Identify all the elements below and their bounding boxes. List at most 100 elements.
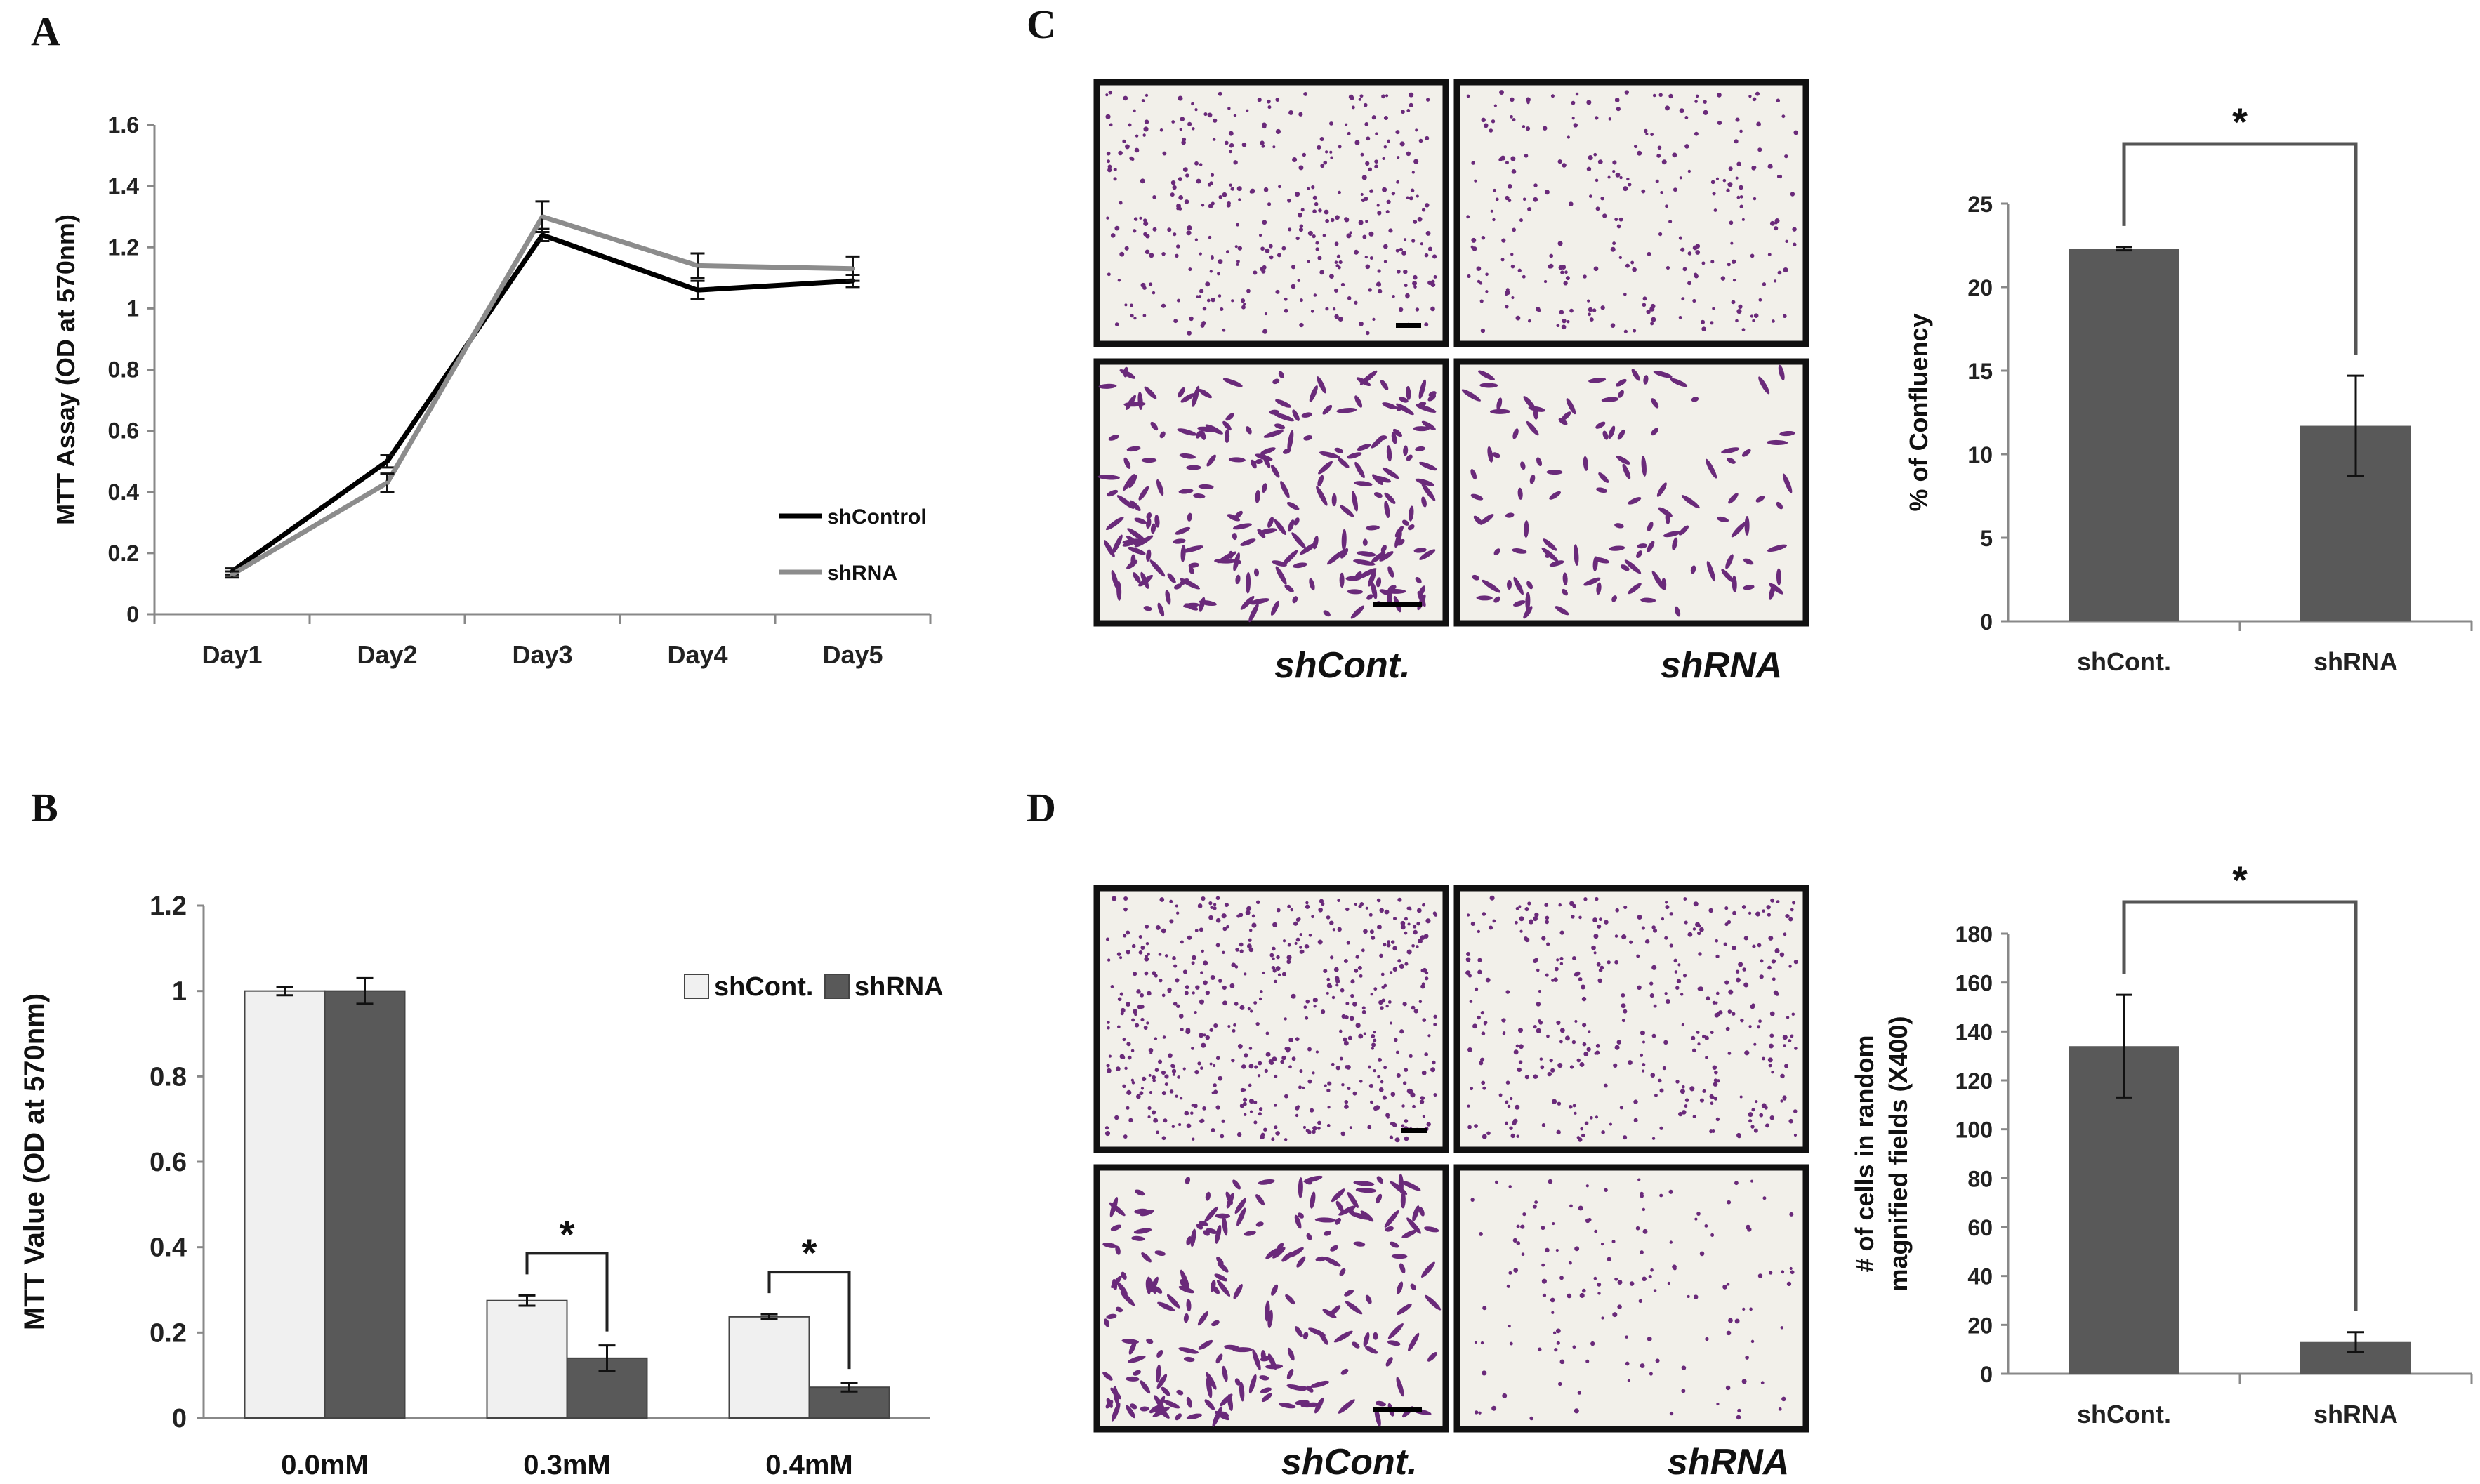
cell [1736,195,1741,199]
cell [1510,1133,1515,1139]
cell [1233,114,1237,117]
cell [1770,898,1775,903]
cell [1519,929,1523,933]
cell [1145,249,1150,255]
cell [1347,589,1364,595]
cell [1180,393,1195,403]
cell [1774,220,1778,225]
cell [1776,568,1781,585]
cell [1661,159,1667,165]
cell [1477,370,1495,380]
cell [1173,232,1177,237]
cell [1314,1397,1324,1414]
cell [1211,297,1215,303]
cell [1392,967,1398,972]
cell [1329,920,1334,925]
cell [1197,426,1218,432]
cell [1593,266,1599,272]
b-y-axis-label: MTT Value (OD at 570nm) [19,993,50,1330]
cell [1790,192,1795,197]
cell [1694,1217,1698,1221]
cell [1234,1378,1241,1386]
cell [1324,209,1329,215]
cell [1222,1214,1228,1236]
cell [1113,177,1117,181]
a-point [850,266,855,271]
cell [1649,1372,1653,1376]
cell [1146,1021,1149,1025]
cell [1236,223,1240,227]
cell [1294,941,1298,946]
cell [1284,584,1294,592]
cell [1564,1035,1570,1041]
cell [1344,1100,1349,1104]
cell [1175,978,1180,983]
cell [1571,956,1576,960]
cell [1182,969,1188,974]
a-y-tick-label: 0 [126,602,139,627]
cell [1361,175,1367,180]
cell [1245,910,1251,915]
cell [1433,1014,1437,1019]
cell [1524,154,1529,158]
cell [1255,489,1260,503]
cell [1611,595,1618,602]
cell [1262,454,1271,468]
cell [1150,421,1159,431]
cell [1241,1064,1246,1069]
cell [1261,269,1266,274]
cell [1413,220,1418,224]
cell [1215,1105,1220,1110]
cell [1640,1250,1644,1254]
cell [1642,296,1647,301]
cell [1406,386,1411,400]
cell [1533,1025,1537,1029]
cell [1239,1005,1245,1010]
cell [1208,235,1212,239]
cell [1350,979,1355,984]
cell [1104,1126,1109,1130]
cell [1653,1004,1657,1008]
cell [1557,1062,1563,1068]
cell [1401,251,1406,256]
cell [1549,560,1564,567]
cell [1392,294,1395,298]
cell [1537,1347,1542,1352]
cell [1586,100,1592,105]
cell [1133,1370,1141,1376]
cell [1368,913,1373,917]
cell [1179,453,1196,459]
cell [1382,1095,1387,1100]
cell [1425,135,1430,140]
cell [1180,1014,1184,1018]
cell [1427,1352,1437,1362]
cell [1265,1248,1278,1259]
b-x-tick-label: 0.4mM [765,1450,853,1480]
cell [1262,971,1265,974]
cell [1343,959,1348,963]
cell [1296,1256,1306,1268]
cell [1399,1263,1406,1273]
cell [1399,247,1404,252]
cell [1143,606,1152,611]
cell [1176,1004,1180,1009]
cell [1642,1207,1646,1212]
cell [1366,594,1373,600]
d-y-tick-label: 180 [1955,922,1993,947]
cell [1411,943,1415,948]
cell [1578,1205,1583,1211]
cell [1274,519,1286,535]
cell [1358,98,1362,101]
cell [1607,175,1611,179]
cell [1336,254,1341,258]
cell [1512,1120,1517,1126]
cell [1649,981,1654,986]
cell [1472,574,1479,581]
cell [1783,314,1787,319]
cell [1771,1071,1774,1074]
cell [1657,145,1662,150]
cell [1571,117,1575,120]
cell [1493,104,1497,107]
cell [1213,118,1218,123]
cell [1780,1326,1783,1330]
